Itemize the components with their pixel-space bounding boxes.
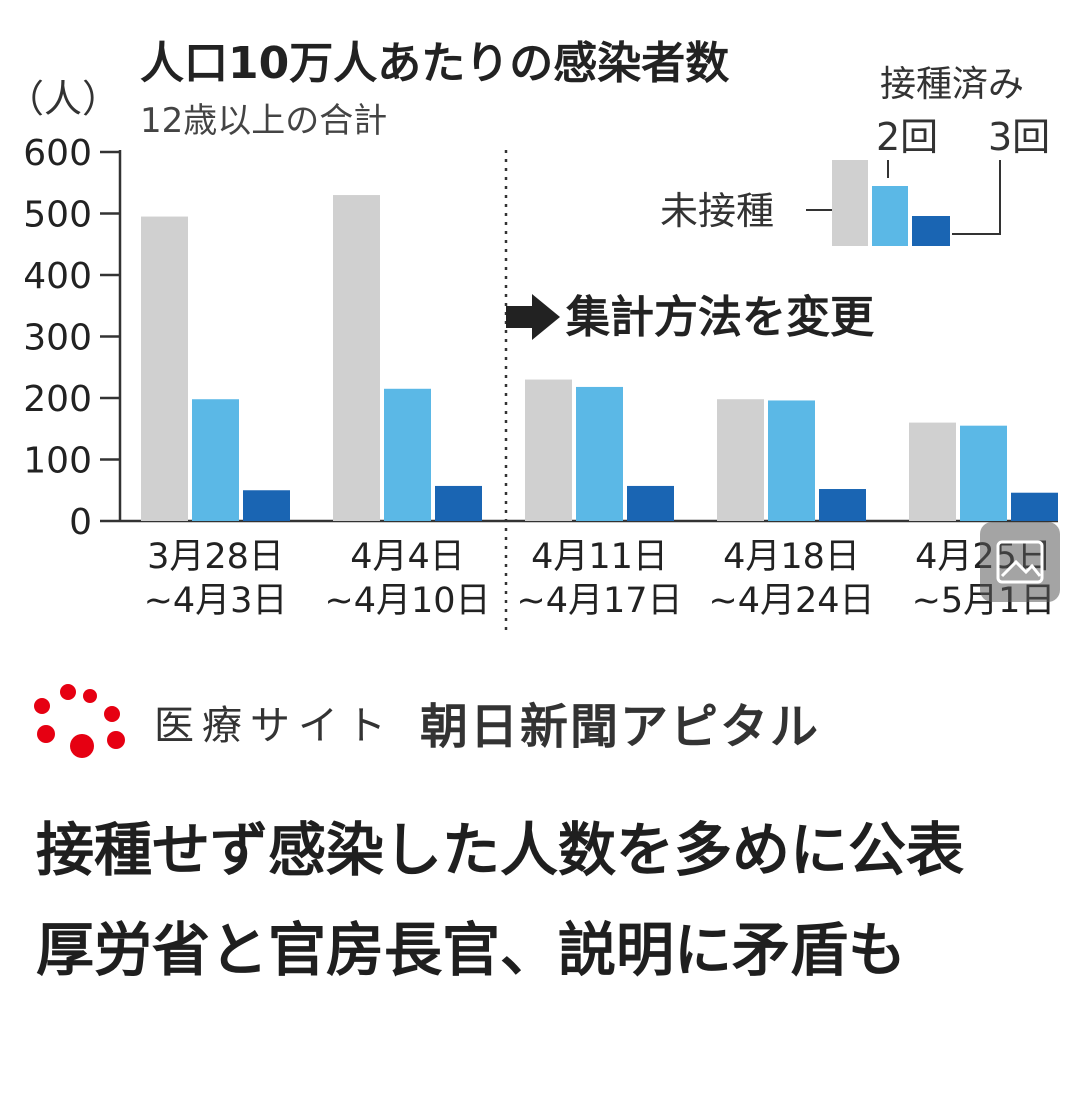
bar-unvaccinated bbox=[333, 195, 380, 522]
y-axis-unit: （人） bbox=[6, 77, 120, 121]
x-tick-label: 4月11日 bbox=[531, 537, 668, 577]
picture-icon bbox=[996, 540, 1044, 584]
brand-name: 朝日新聞アピタル bbox=[420, 699, 821, 755]
legend-leader-dose3 bbox=[952, 160, 1001, 235]
legend-heading: 接種済み bbox=[880, 64, 1024, 105]
arrow-shaft bbox=[506, 306, 536, 328]
legend-label-unvaccinated: 未接種 bbox=[660, 189, 774, 233]
bar-dose3 bbox=[627, 485, 674, 521]
bar-dose3 bbox=[1011, 492, 1058, 521]
legend-swatch-dose3 bbox=[912, 216, 950, 246]
x-tick-label: ~4月3日 bbox=[144, 581, 288, 621]
publisher-brand: 医療サイト 朝日新聞アピタル bbox=[28, 672, 1028, 772]
legend: 接種済み 2回 3回 未接種 bbox=[660, 64, 1050, 246]
chart-subtitle: 12歳以上の合計 bbox=[140, 101, 387, 141]
arrow-head-icon bbox=[532, 294, 560, 340]
y-tick-label: 0 bbox=[69, 502, 92, 543]
bar-unvaccinated bbox=[909, 422, 956, 521]
x-tick-label: ~4月24日 bbox=[708, 581, 874, 621]
y-tick-label: 400 bbox=[23, 256, 92, 297]
legend-swatch-dose2 bbox=[872, 186, 908, 246]
bar-unvaccinated bbox=[525, 379, 572, 521]
bar-unvaccinated bbox=[717, 399, 764, 521]
legend-swatch-unvaccinated bbox=[832, 160, 868, 246]
article-headline[interactable]: 接種せず感染した人数を多めに公表 厚労省と官房長官、説明に矛盾も bbox=[36, 816, 1023, 984]
legend-label-dose3: 3回 bbox=[988, 115, 1050, 159]
y-tick-label: 300 bbox=[23, 318, 92, 359]
chart-title: 人口10万人あたりの感染者数 bbox=[140, 38, 729, 89]
image-viewer-icon[interactable] bbox=[980, 522, 1060, 602]
bar-dose2 bbox=[384, 388, 431, 521]
bar-dose3 bbox=[243, 490, 290, 521]
x-tick-label: 4月18日 bbox=[723, 537, 860, 577]
bar-dose2 bbox=[960, 425, 1007, 521]
bar-dose2 bbox=[768, 400, 815, 521]
legend-label-dose2: 2回 bbox=[876, 115, 938, 159]
apital-logo-icon bbox=[28, 682, 128, 762]
bar-dose3 bbox=[819, 489, 866, 521]
bar-dose3 bbox=[435, 485, 482, 521]
infection-bar-chart: 人口10万人あたりの感染者数 （人） 12歳以上の合計 0 100 200 300 40… bbox=[6, 38, 1058, 630]
y-tick-label: 500 bbox=[23, 195, 92, 236]
bar-unvaccinated bbox=[141, 216, 188, 521]
method-change-label: 集計方法を変更 bbox=[565, 292, 875, 343]
y-tick-label: 600 bbox=[23, 133, 92, 174]
y-axis: 0 100 200 300 400 500 600 bbox=[23, 133, 1058, 543]
x-tick-label: 4月4日 bbox=[350, 537, 465, 577]
brand-subtitle: 医療サイト bbox=[154, 703, 394, 749]
method-change-annotation: 集計方法を変更 bbox=[506, 292, 875, 343]
bars bbox=[141, 195, 1058, 522]
x-tick-label: ~4月17日 bbox=[516, 581, 682, 621]
x-tick-label: ~4月10日 bbox=[324, 581, 490, 621]
y-tick-label: 200 bbox=[23, 379, 92, 420]
bar-dose2 bbox=[576, 386, 623, 521]
x-tick-label: 3月28日 bbox=[147, 537, 284, 577]
y-tick-label: 100 bbox=[23, 441, 92, 482]
x-axis-labels: 3月28日~4月3日 4月4日~4月10日 4月11日~4月17日 4月18日~4月2… bbox=[144, 537, 1056, 621]
bar-dose2 bbox=[192, 399, 239, 521]
